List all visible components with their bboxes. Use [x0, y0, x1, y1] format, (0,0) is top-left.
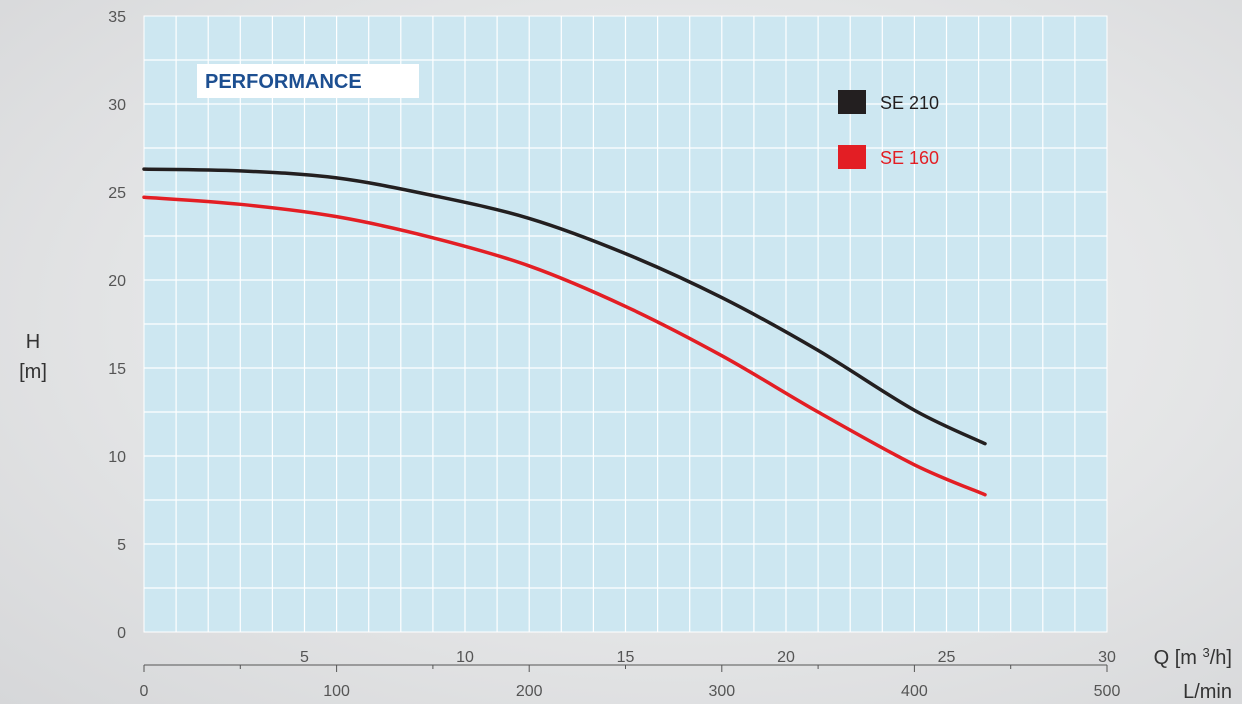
- x-axis-label: Q [m 3/h]: [1154, 645, 1232, 670]
- legend-label: SE 160: [880, 148, 939, 168]
- y-axis-label: H: [26, 331, 40, 353]
- x-tick-label: 10: [456, 649, 474, 666]
- x-tick-label: 5: [300, 649, 309, 666]
- x-tick-label: 30: [1098, 649, 1116, 666]
- legend-swatch: [838, 145, 866, 169]
- chart-title: PERFORMANCE: [205, 71, 362, 93]
- x-axis-label-rest: /h]: [1210, 647, 1232, 669]
- secondary-tick-label: 100: [323, 683, 350, 700]
- y-tick-label: 5: [117, 537, 126, 554]
- legend: SE 210 SE 160: [838, 90, 939, 169]
- secondary-tick-label: 300: [708, 683, 735, 700]
- x-tick-label: 25: [938, 649, 956, 666]
- series-line-se-210: [142, 167, 987, 446]
- series-lines: [142, 167, 987, 497]
- legend-label: SE 210: [880, 93, 939, 113]
- secondary-tick-label: 400: [901, 683, 928, 700]
- chart-title-box: [197, 64, 419, 98]
- secondary-x-axis: 0 100 200 300 400 500: [140, 664, 1121, 700]
- secondary-tick-label: 200: [516, 683, 543, 700]
- x-axis-label-superscript: 3: [1203, 645, 1210, 660]
- x-tick-label: 15: [617, 649, 635, 666]
- y-tick-label: 35: [108, 9, 126, 26]
- y-tick-label: 25: [108, 185, 126, 202]
- secondary-tick-label: 0: [140, 683, 149, 700]
- grid-lines: [144, 16, 1107, 632]
- x-axis-label-q: Q [m: [1154, 647, 1197, 669]
- y-tick-label: 15: [108, 361, 126, 378]
- secondary-tick-label: 500: [1094, 683, 1121, 700]
- x-tick-label: 20: [777, 649, 795, 666]
- y-tick-label: 30: [108, 97, 126, 114]
- y-axis-ticks: 0 5 10 15 20 25 30 35: [108, 9, 126, 642]
- legend-swatch: [838, 90, 866, 114]
- x-axis-ticks: 5 10 15 20 25 30: [300, 649, 1116, 666]
- y-axis-unit: [m]: [19, 361, 47, 383]
- y-tick-label: 0: [117, 625, 126, 642]
- series-line-se-160: [142, 195, 987, 497]
- y-tick-label: 20: [108, 273, 126, 290]
- secondary-x-axis-label: L/min: [1183, 681, 1232, 703]
- y-tick-label: 10: [108, 449, 126, 466]
